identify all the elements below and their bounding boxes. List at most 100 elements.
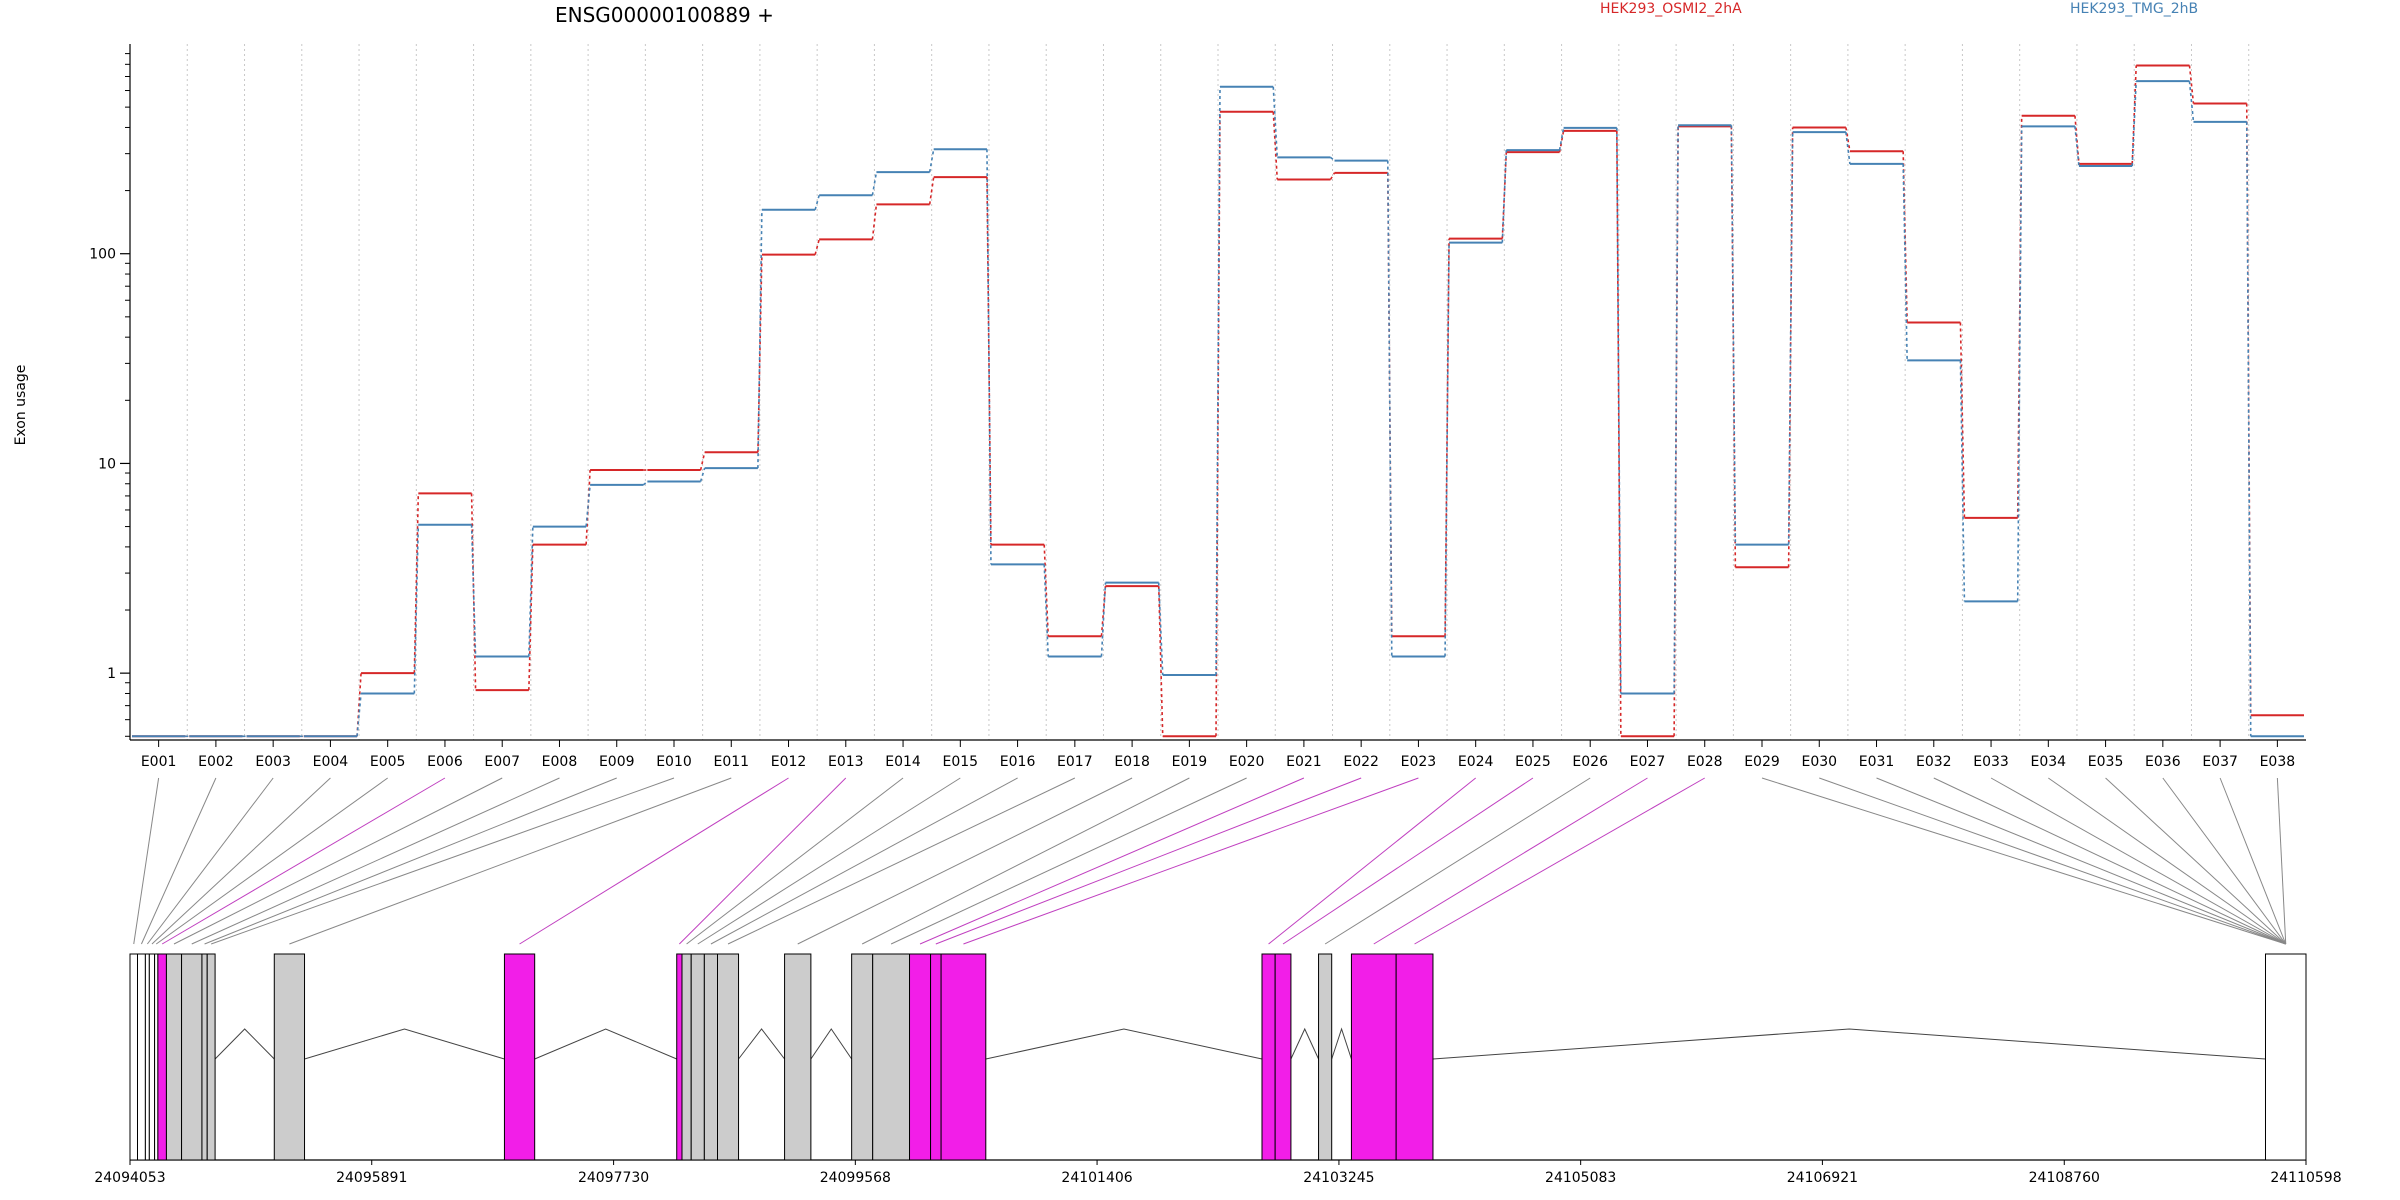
exon-connector (963, 777, 1419, 945)
coordinate-label: 24108760 (2029, 1170, 2100, 1186)
exon-connector (710, 777, 1018, 945)
gene-model (129, 953, 2307, 1161)
series-connector (470, 524, 477, 657)
x-tick-label: E035 (2088, 754, 2124, 770)
coordinate-label: 24105083 (1545, 1170, 1616, 1186)
exon-connector (1282, 777, 1534, 945)
exon-connector (2048, 777, 2287, 945)
x-tick-label: E020 (1229, 754, 1265, 770)
axes (120, 44, 2306, 747)
intron (214, 1028, 275, 1060)
x-tick-label: E007 (484, 754, 520, 770)
series-connector (814, 239, 820, 255)
series-connector (1845, 127, 1851, 152)
series-connector (1329, 172, 1336, 180)
exon-box (1318, 953, 1333, 1161)
x-tick-label: E026 (1572, 754, 1608, 770)
x-tick-label: E017 (1057, 754, 1093, 770)
exon-connector (1761, 777, 2286, 945)
coordinate-labels: 24094053 24095891 24097730 24099568 24101406… (94, 1160, 2342, 1186)
exon-box (872, 953, 911, 1161)
series-connector (2245, 121, 2252, 737)
legend-label-osmi2: HEK293_OSMI2_2hA (1600, 1, 1742, 17)
exon-box (165, 953, 183, 1161)
series-connector (928, 176, 935, 205)
exon-connector (890, 777, 1247, 945)
series-connector (642, 480, 648, 486)
exon-connector (133, 777, 160, 945)
intron (985, 1028, 1263, 1060)
exon-box (1274, 953, 1292, 1161)
series-connector (1959, 360, 1966, 602)
exon-connector (519, 777, 789, 945)
exon-connector (1933, 777, 2286, 945)
exon-box (148, 953, 156, 1161)
exon-connector (173, 777, 503, 945)
exon-box (206, 953, 216, 1161)
series-connector (356, 693, 362, 737)
x-tick-label: E038 (2260, 754, 2296, 770)
series-connector (2016, 126, 2023, 602)
series-connector (1100, 586, 1107, 637)
x-tick-label: E003 (255, 754, 291, 770)
exon-connector (210, 777, 675, 945)
series-connector (1272, 111, 1279, 180)
exon-box (503, 953, 536, 1161)
exon-box (1395, 953, 1434, 1161)
exon-connector (935, 777, 1362, 945)
exon-connector (2162, 777, 2287, 945)
intron (1331, 1027, 1352, 1060)
exon-connector (191, 777, 560, 945)
exon-connector (1324, 777, 1591, 945)
exon-connector (686, 777, 904, 945)
series-connector (2188, 65, 2195, 104)
series-connector (1845, 132, 1851, 165)
x-tick-label: E030 (1801, 754, 1837, 770)
exon-connector (1414, 777, 1705, 945)
series-connector (2074, 126, 2080, 167)
exon-box (930, 953, 942, 1161)
exon-box (909, 953, 932, 1161)
exon-connector (697, 777, 961, 945)
series-connector (1558, 127, 1565, 151)
exon-box (717, 953, 740, 1161)
x-tick-label: E011 (713, 754, 749, 770)
series-connector (528, 544, 534, 691)
exon-connector (1819, 777, 2286, 945)
intron (534, 1028, 677, 1060)
exon-box (181, 953, 203, 1161)
tick-labels: 1 10 100 E001 E002 E003 E004 E005 E006 E007 E008 E0… (89, 247, 2295, 770)
x-tick-label: E012 (771, 754, 807, 770)
coordinate-label: 24101406 (1061, 1170, 1132, 1186)
series-connector (1100, 582, 1107, 657)
series-connector (1157, 586, 1164, 737)
exon-connector (1268, 777, 1476, 945)
x-tick-label: E006 (427, 754, 463, 770)
series-connector (413, 524, 420, 694)
intron (1432, 1028, 2266, 1060)
coordinate-label: 24110598 (2270, 1170, 2341, 1186)
exon-box (273, 953, 306, 1161)
intron (810, 1028, 853, 1060)
series-connector (1272, 86, 1279, 158)
intron (304, 1028, 505, 1060)
x-tick-label: E031 (1859, 754, 1895, 770)
series-connector (699, 467, 706, 482)
series-connector (1444, 242, 1450, 657)
exon-connector (2276, 777, 2287, 945)
series-connector (1959, 322, 1966, 518)
exon-connector (161, 777, 446, 945)
x-tick-label: E009 (599, 754, 635, 770)
coordinate-label: 24097730 (578, 1170, 649, 1186)
x-tick-label: E001 (141, 754, 177, 770)
exon-connector (861, 777, 1190, 945)
x-tick-label: E025 (1515, 754, 1551, 770)
exon-box (136, 953, 146, 1161)
y-axis-label: Exon usage (13, 365, 29, 446)
x-tick-label: E018 (1114, 754, 1150, 770)
exon-connector (1373, 777, 1648, 945)
series-connector (1386, 160, 1393, 657)
x-tick-label: E034 (2031, 754, 2067, 770)
exon-connector (1990, 777, 2286, 945)
